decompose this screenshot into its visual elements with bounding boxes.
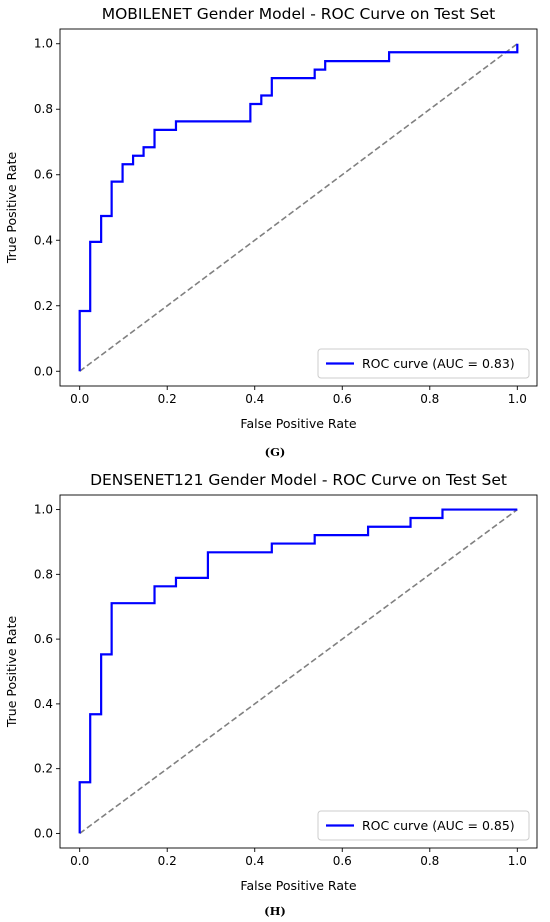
chart-title: DENSENET121 Gender Model - ROC Curve on … [90, 471, 507, 489]
y-tick-label: 0.8 [34, 567, 53, 581]
figure-caption-h: (H) [264, 904, 286, 918]
legend-box [317, 810, 530, 841]
y-tick-label: 0.4 [34, 233, 53, 247]
y-tick-label: 0.6 [34, 632, 53, 646]
y-tick-label: 1.0 [34, 37, 53, 51]
y-axis-label: True Positive Rate [4, 152, 19, 265]
x-tick-label: 0.8 [420, 392, 439, 406]
y-tick-label: 0.4 [34, 697, 53, 711]
y-tick-label: 0.6 [34, 168, 53, 182]
x-axis-label: False Positive Rate [240, 416, 356, 431]
x-tick-label: 0.0 [70, 392, 89, 406]
x-tick-label: 0.6 [333, 854, 352, 868]
legend-label: ROC curve (AUC = 0.83) [362, 356, 515, 371]
y-tick-label: 0.2 [34, 299, 53, 313]
x-tick-label: 0.2 [158, 854, 177, 868]
x-tick-label: 0.4 [245, 392, 264, 406]
y-tick-label: 0.0 [34, 364, 53, 378]
legend-label: ROC curve (AUC = 0.85) [362, 818, 515, 833]
axes-frame [59, 494, 538, 849]
x-tick-label: 0.8 [420, 854, 439, 868]
x-tick-label: 1.0 [508, 392, 527, 406]
axes-frame [59, 28, 538, 387]
x-tick-label: 1.0 [508, 854, 527, 868]
x-tick-label: 0.0 [70, 854, 89, 868]
y-tick-label: 0.0 [34, 826, 53, 840]
y-tick-label: 1.0 [34, 503, 53, 517]
chart-panel-g: MOBILENET Gender Model - ROC Curve on Te… [0, 0, 550, 442]
x-tick-label: 0.2 [158, 392, 177, 406]
diagonal-reference-line [79, 43, 518, 372]
y-axis-label: True Positive Rate [4, 616, 19, 729]
x-tick-label: 0.4 [245, 854, 264, 868]
y-tick-label: 0.2 [34, 762, 53, 776]
roc-chart-densenet121: DENSENET121 Gender Model - ROC Curve on … [4, 471, 538, 893]
x-axis-label: False Positive Rate [240, 878, 356, 893]
figure-caption-g: (G) [264, 445, 286, 459]
chart-panel-h: DENSENET121 Gender Model - ROC Curve on … [0, 462, 550, 902]
y-tick-label: 0.8 [34, 102, 53, 116]
chart-title: MOBILENET Gender Model - ROC Curve on Te… [102, 5, 496, 23]
roc-curve-line [78, 43, 519, 372]
x-tick-label: 0.6 [333, 392, 352, 406]
roc-curve-line [78, 508, 518, 834]
roc-chart-mobilenet: MOBILENET Gender Model - ROC Curve on Te… [4, 5, 538, 431]
legend-box [317, 348, 530, 379]
diagonal-reference-line [79, 508, 518, 835]
